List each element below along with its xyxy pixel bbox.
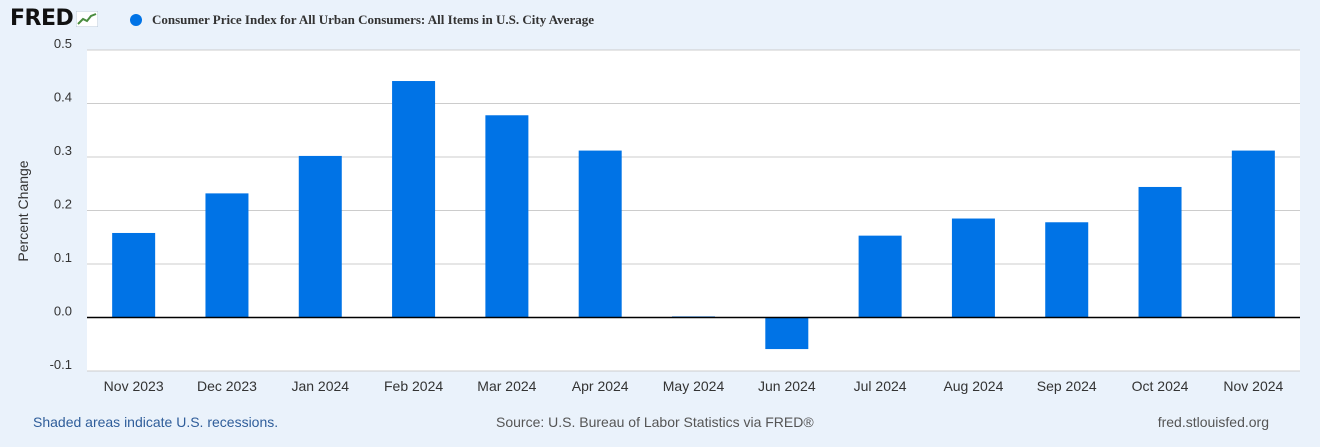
y-tick-label: 0.0 bbox=[54, 304, 72, 319]
bar[interactable] bbox=[858, 235, 902, 318]
x-tick-label: Dec 2023 bbox=[197, 378, 257, 394]
bar[interactable] bbox=[765, 317, 809, 350]
bar[interactable] bbox=[205, 193, 249, 318]
bar[interactable] bbox=[392, 81, 436, 318]
x-tick-label: Feb 2024 bbox=[384, 378, 443, 394]
bar[interactable] bbox=[951, 218, 995, 318]
x-tick-label: Mar 2024 bbox=[477, 378, 536, 394]
y-tick-label: 0.5 bbox=[54, 36, 72, 51]
line-graph-icon bbox=[76, 10, 99, 27]
bar[interactable] bbox=[112, 232, 156, 318]
bar[interactable] bbox=[298, 155, 342, 318]
bar[interactable] bbox=[485, 115, 529, 318]
bar[interactable] bbox=[578, 150, 622, 318]
x-tick-label: Jan 2024 bbox=[291, 378, 349, 394]
x-tick-label: Apr 2024 bbox=[572, 378, 629, 394]
grid-lines bbox=[87, 49, 1300, 372]
x-tick-label: Sep 2024 bbox=[1037, 378, 1097, 394]
y-tick-label: 0.1 bbox=[54, 250, 72, 265]
y-axis-label: Percent Change bbox=[15, 160, 31, 261]
bar[interactable] bbox=[1138, 186, 1182, 318]
y-tick-labels: 0.5 0.4 0.3 0.2 0.1 0.0 -0.1 bbox=[50, 36, 72, 372]
bar[interactable] bbox=[1045, 222, 1089, 318]
y-tick-label: -0.1 bbox=[50, 357, 72, 372]
site-link[interactable]: fred.stlouisfed.org bbox=[1157, 414, 1269, 430]
x-tick-label: Oct 2024 bbox=[1132, 378, 1189, 394]
chart: Percent Change 0.5 0.4 0.3 0.2 0.1 0.0 -0.1 No… bbox=[15, 36, 1300, 394]
x-tick-label: Jun 2024 bbox=[758, 378, 816, 394]
y-tick-label: 0.4 bbox=[54, 90, 72, 105]
source-note: Source: U.S. Bureau of Labor Statistics … bbox=[496, 414, 814, 430]
x-tick-label: May 2024 bbox=[663, 378, 725, 394]
x-tick-label: Nov 2023 bbox=[104, 378, 164, 394]
chart-legend: Consumer Price Index for All Urban Consu… bbox=[130, 12, 594, 28]
fred-logo[interactable]: FRED bbox=[10, 6, 99, 31]
legend-marker bbox=[130, 14, 142, 26]
y-tick-label: 0.2 bbox=[54, 197, 72, 212]
x-tick-labels: Nov 2023 Dec 2023 Jan 2024 Feb 2024 Mar 2024… bbox=[104, 378, 1284, 394]
bars bbox=[112, 81, 1275, 350]
legend-label: Consumer Price Index for All Urban Consu… bbox=[152, 12, 594, 27]
x-tick-label: Aug 2024 bbox=[943, 378, 1003, 394]
y-tick-label: 0.3 bbox=[54, 143, 72, 158]
bar[interactable] bbox=[1231, 150, 1275, 318]
x-tick-label: Jul 2024 bbox=[854, 378, 907, 394]
recession-note: Shaded areas indicate U.S. recessions. bbox=[33, 414, 279, 430]
fred-logo-text: FRED bbox=[10, 6, 74, 31]
x-tick-label: Nov 2024 bbox=[1223, 378, 1283, 394]
